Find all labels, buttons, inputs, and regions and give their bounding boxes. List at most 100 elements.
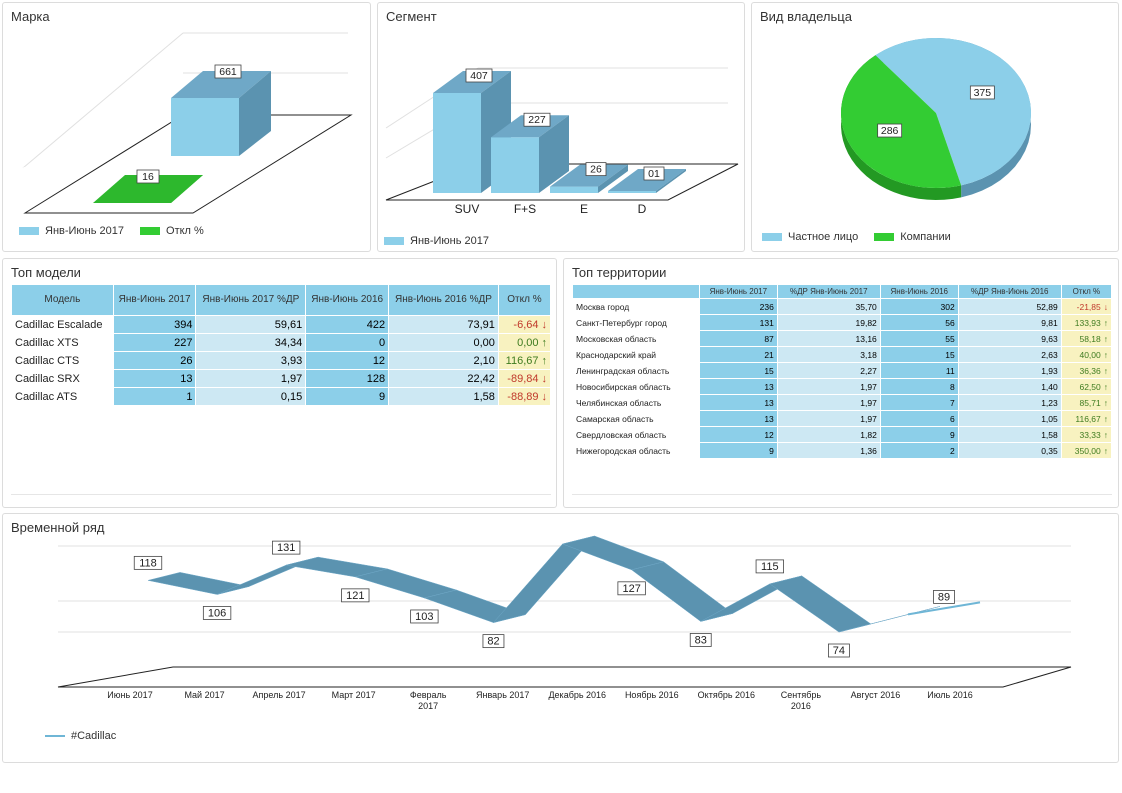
table-row[interactable]: Краснодарский край 21 3,18 15 2,63 40,00 ↑ bbox=[572, 346, 1113, 363]
data-label: 121 bbox=[346, 590, 364, 602]
table-row[interactable]: Cadillac SRX 13 1,97 128 22,42 -89,84 ↓ bbox=[11, 369, 552, 388]
x-tick-label: Декабрь 2016 bbox=[548, 690, 606, 700]
row-label: Cadillac SRX bbox=[11, 369, 114, 388]
column-header[interactable] bbox=[572, 284, 700, 299]
category-label: E bbox=[580, 202, 588, 216]
bar-side bbox=[598, 164, 628, 193]
table-cell: 26 bbox=[112, 351, 197, 370]
column-header[interactable]: Откл % bbox=[1060, 284, 1113, 299]
table-cell: 15 bbox=[698, 362, 778, 379]
table-cell: 40,00 ↑ bbox=[1060, 346, 1113, 363]
owner-legend: Частное лицо Компании bbox=[762, 231, 951, 243]
table-cell: 0,35 bbox=[957, 442, 1062, 459]
x-tick-label: Февраль 2017 bbox=[410, 690, 447, 711]
x-tick-label: Апрель 2017 bbox=[253, 690, 306, 700]
table-cell: 0,00 ↑ bbox=[497, 333, 552, 352]
table-cell: 1,82 bbox=[776, 426, 881, 443]
column-header[interactable]: %ДР Янв-Июнь 2016 bbox=[957, 284, 1062, 299]
table-row[interactable]: Cadillac XTS 227 34,34 0 0,00 0,00 ↑ bbox=[11, 333, 552, 352]
table-row[interactable]: Санкт-Петербург город 131 19,82 56 9,81 133,9… bbox=[572, 314, 1113, 331]
table-cell: 36,36 ↑ bbox=[1060, 362, 1113, 379]
change-value: 58,18 bbox=[1079, 333, 1101, 344]
table-cell: 1,40 bbox=[957, 378, 1062, 395]
row-label: Cadillac ATS bbox=[11, 387, 114, 406]
row-label: Свердловская область bbox=[572, 426, 700, 443]
table-cell: 1,36 bbox=[776, 442, 881, 459]
column-header[interactable]: Янв-Июнь 2016 bbox=[305, 284, 390, 316]
table-cell: 12 bbox=[305, 351, 390, 370]
table-cell: 131 bbox=[698, 314, 778, 331]
row-label: Москва город bbox=[572, 298, 700, 315]
x-tick-label: Январь 2017 bbox=[476, 690, 529, 700]
table-row[interactable]: Cadillac Escalade 394 59,61 422 73,91 -6,64 ↓ bbox=[11, 315, 552, 334]
segment-chart: 407 SUV 227 F+S 26 E 01 D bbox=[385, 67, 739, 216]
table-cell: 1,97 bbox=[776, 394, 881, 411]
change-value: 85,71 bbox=[1079, 397, 1101, 408]
column-header[interactable]: Янв-Июнь 2017 bbox=[112, 284, 197, 316]
bar-main-top bbox=[171, 71, 271, 98]
table-cell: 22,42 bbox=[388, 369, 499, 388]
legend-swatch bbox=[762, 233, 782, 241]
table-cell: 227 bbox=[112, 333, 197, 352]
data-label-box bbox=[585, 162, 607, 177]
row-label: Санкт-Петербург город bbox=[572, 314, 700, 331]
data-label-box bbox=[410, 609, 439, 624]
table-row[interactable]: Нижегородская область 9 1,36 2 0,35 350,00 ↑ bbox=[572, 442, 1113, 459]
data-label: 106 bbox=[208, 607, 226, 619]
table-row[interactable]: Самарская область 13 1,97 6 1,05 116,67 ↑ bbox=[572, 410, 1113, 427]
data-label: 26 bbox=[590, 164, 602, 176]
table-cell: 3,18 bbox=[776, 346, 881, 363]
change-value: 40,00 bbox=[1079, 349, 1101, 360]
table-cell: 133,93 ↑ bbox=[1060, 314, 1113, 331]
territories-panel: Топ территории Янв-Июнь 2017 %ДР Янв-Июнь… bbox=[563, 258, 1119, 508]
table-cell: 0,15 bbox=[195, 387, 307, 406]
brand-legend: Янв-Июнь 2017 Откл % bbox=[19, 225, 204, 237]
bar-front bbox=[491, 137, 539, 193]
column-header[interactable]: Янв-Июнь 2017 bbox=[698, 284, 778, 299]
arrow-up-icon: ↑ bbox=[1103, 365, 1108, 376]
table-row[interactable]: Московская область 87 13,16 55 9,63 58,18 ↑ bbox=[572, 330, 1113, 347]
table-row[interactable]: Cadillac CTS 26 3,93 12 2,10 116,67 ↑ bbox=[11, 351, 552, 370]
brand-chart: 661 16 bbox=[22, 32, 353, 214]
table-cell: 11 bbox=[879, 362, 959, 379]
table-row[interactable]: Москва город 236 35,70 302 52,89 -21,85 ↓ bbox=[572, 298, 1113, 315]
column-header[interactable]: Янв-Июнь 2017 %ДР bbox=[195, 284, 307, 316]
scroll-divider bbox=[572, 494, 1112, 495]
x-tick-label: Ноябрь 2016 bbox=[625, 690, 679, 700]
column-header[interactable]: Модель bbox=[11, 284, 114, 316]
table-row[interactable]: Челябинская область 13 1,97 7 1,23 85,71 ↑ bbox=[572, 394, 1113, 411]
arrow-up-icon: ↑ bbox=[1103, 397, 1108, 408]
table-cell: 15 bbox=[879, 346, 959, 363]
change-value: 62,50 bbox=[1079, 381, 1101, 392]
pie-slice bbox=[841, 55, 962, 189]
table-row[interactable]: Новосибирская область 13 1,97 8 1,40 62,50 ↑ bbox=[572, 378, 1113, 395]
category-label: D bbox=[638, 202, 647, 216]
table-cell: 9 bbox=[305, 387, 390, 406]
column-header[interactable]: Откл % bbox=[497, 284, 552, 316]
x-tick-label: Май 2017 bbox=[184, 690, 224, 700]
data-label: 74 bbox=[833, 645, 845, 657]
arrow-up-icon: ↑ bbox=[1103, 333, 1108, 344]
data-label-box bbox=[933, 590, 955, 604]
table-cell: 13 bbox=[698, 378, 778, 395]
row-label: Челябинская область bbox=[572, 394, 700, 411]
column-header[interactable]: Янв-Июнь 2016 %ДР bbox=[388, 284, 499, 316]
data-label: 407 bbox=[470, 70, 488, 82]
legend-label: Янв-Июнь 2017 bbox=[45, 225, 125, 237]
column-header[interactable]: %ДР Янв-Июнь 2017 bbox=[776, 284, 881, 299]
column-header[interactable]: Янв-Июнь 2016 bbox=[879, 284, 959, 299]
arrow-up-icon: ↑ bbox=[1103, 413, 1108, 424]
table-cell: 19,82 bbox=[776, 314, 881, 331]
table-cell: 13 bbox=[698, 410, 778, 427]
panel-title: Топ территории bbox=[572, 265, 667, 280]
table-cell: 394 bbox=[112, 315, 197, 334]
segment-legend: Янв-Июнь 2017 bbox=[384, 235, 489, 247]
row-label: Cadillac XTS bbox=[11, 333, 114, 352]
table-cell: 116,67 ↑ bbox=[1060, 410, 1113, 427]
table-row[interactable]: Cadillac ATS 1 0,15 9 1,58 -88,89 ↓ bbox=[11, 387, 552, 406]
table-cell: 73,91 bbox=[388, 315, 499, 334]
table-cell: 1,93 bbox=[957, 362, 1062, 379]
table-cell: 0 bbox=[305, 333, 390, 352]
table-row[interactable]: Свердловская область 12 1,82 9 1,58 33,33 ↑ bbox=[572, 426, 1113, 443]
table-row[interactable]: Ленинградская область 15 2,27 11 1,93 36,36 ↑ bbox=[572, 362, 1113, 379]
